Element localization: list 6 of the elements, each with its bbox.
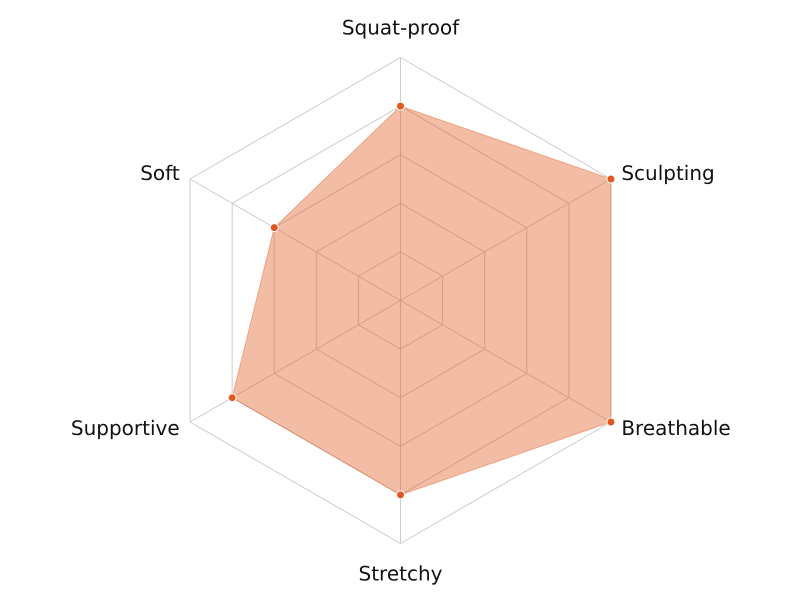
spoke-label: Squat-proof: [342, 16, 460, 40]
spoke-label: Sculpting: [621, 161, 715, 185]
spoke-label: Supportive: [70, 416, 180, 440]
spoke-label: Stretchy: [358, 562, 443, 586]
spoke-label: Soft: [140, 161, 180, 185]
spoke-label: Breathable: [621, 416, 731, 440]
